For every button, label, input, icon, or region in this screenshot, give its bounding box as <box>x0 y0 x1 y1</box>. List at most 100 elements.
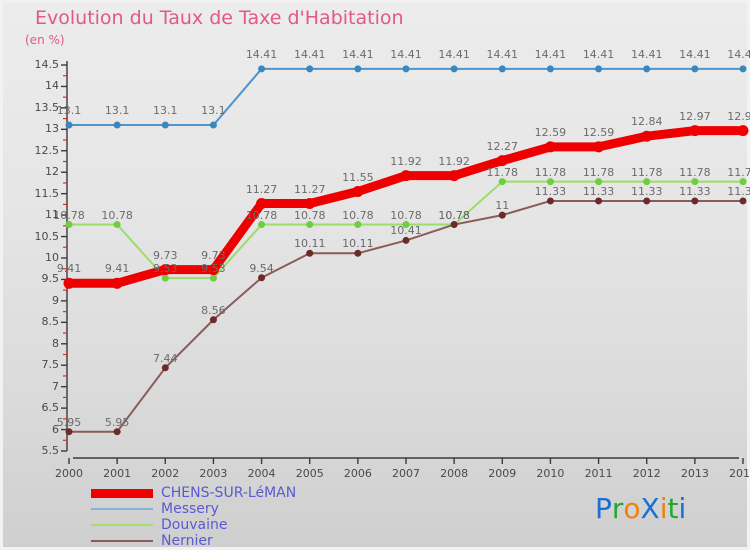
legend-color-swatch <box>91 488 153 498</box>
y-axis-tick-label: 10 <box>45 251 59 264</box>
data-point <box>113 428 121 436</box>
data-point-label: 13.1 <box>201 104 226 118</box>
y-axis-tick-label: 14 <box>45 79 59 93</box>
y-axis-tick-label: 8 <box>52 336 59 350</box>
data-point-label: 9.53 <box>201 262 226 276</box>
data-point-label: 14.41 <box>486 47 519 61</box>
data-point <box>400 170 412 182</box>
data-point <box>113 121 121 129</box>
data-point <box>306 65 314 73</box>
data-point-label: 10.78 <box>390 208 422 222</box>
data-point-label: 11.33 <box>679 184 711 198</box>
data-point-label: 10.78 <box>438 208 470 222</box>
logo-letter: o <box>623 492 641 525</box>
data-point-label: 9.41 <box>104 262 130 276</box>
data-point-label: 14.41 <box>342 47 374 61</box>
data-point <box>643 178 651 186</box>
data-point-label: 10.78 <box>245 208 278 222</box>
data-point <box>641 130 653 142</box>
data-point-label: 14.41 <box>630 47 663 61</box>
data-point <box>593 141 605 153</box>
logo-letter: P <box>595 492 612 525</box>
data-point-label: 13.1 <box>104 104 130 118</box>
data-point <box>63 277 75 289</box>
data-point-label: 10.11 <box>342 237 374 251</box>
y-axis-tick-label: 5.5 <box>41 444 60 457</box>
data-point <box>448 170 460 182</box>
data-point-label: 14.41 <box>245 47 278 61</box>
data-point-label: 10.78 <box>53 208 85 222</box>
data-point <box>111 277 123 289</box>
chart-plot-area <box>61 61 749 464</box>
data-point <box>546 178 554 186</box>
data-point-label: 11.78 <box>630 165 663 179</box>
data-point-label: 11.33 <box>727 184 750 198</box>
data-point-label: 11.78 <box>534 165 567 179</box>
data-point <box>643 197 651 205</box>
data-point <box>450 65 458 73</box>
data-point-label: 11.78 <box>679 165 711 179</box>
y-axis-tick-label: 14.5 <box>34 58 60 71</box>
y-axis-tick-label: 6 <box>52 422 59 436</box>
data-point <box>546 65 554 73</box>
data-point <box>209 274 217 282</box>
data-point-label: 10.78 <box>293 208 326 222</box>
data-point-label: 11.33 <box>534 184 567 198</box>
data-point-label: 5.95 <box>104 415 130 429</box>
legend-label: Douvaine <box>161 517 228 533</box>
x-axis-tick-label: 2011 <box>584 467 613 480</box>
data-point-label: 14.41 <box>438 47 470 61</box>
data-point-label: 5.95 <box>56 415 82 429</box>
data-point-label: 12.97 <box>679 109 711 123</box>
data-point <box>595 178 603 186</box>
legend-color-swatch <box>91 524 153 526</box>
data-point-label: 9.53 <box>153 262 178 276</box>
data-point-label: 9.54 <box>249 261 274 275</box>
data-point-label: 11.33 <box>582 184 615 198</box>
y-axis-tick-label: 12 <box>45 165 59 179</box>
x-axis-tick-label: 2013 <box>680 467 709 480</box>
y-axis-tick-label: 11.5 <box>34 186 60 200</box>
chart-title: Evolution du Taux de Taxe d'Habitation <box>35 7 404 29</box>
data-point <box>739 197 747 205</box>
series-lines <box>63 65 749 436</box>
y-axis-tick-label: 13.5 <box>34 100 60 114</box>
data-point-label: 11.92 <box>438 154 470 168</box>
data-point <box>159 264 171 276</box>
data-point-label: 9.73 <box>201 248 226 262</box>
data-point <box>498 178 506 186</box>
data-point-label: 13.1 <box>56 104 82 118</box>
data-point-label: 14.41 <box>679 47 711 61</box>
data-point-label: 10.78 <box>342 208 374 222</box>
data-point-label: 9.73 <box>153 248 178 262</box>
data-point-label: 14.41 <box>293 47 326 61</box>
x-axis-tick-label: 2007 <box>392 467 420 480</box>
data-point-label: 10.78 <box>438 208 470 222</box>
data-point-label: 12.59 <box>582 125 615 139</box>
data-point <box>691 178 699 186</box>
data-point <box>691 65 699 73</box>
data-point <box>595 65 603 73</box>
data-point-label: 11.33 <box>630 184 663 198</box>
data-point-label: 12.97 <box>727 109 750 123</box>
data-point-label: 12.27 <box>486 139 519 153</box>
data-point <box>161 121 169 129</box>
legend-color-swatch <box>91 508 153 510</box>
axes <box>61 61 744 464</box>
data-point <box>689 125 701 137</box>
data-point <box>306 249 314 257</box>
x-axis-tick-label: 2008 <box>440 467 469 480</box>
data-point-label: 11.27 <box>245 182 278 196</box>
data-point <box>691 197 699 205</box>
data-point-label: 11.55 <box>342 170 374 184</box>
data-point-label: 14.41 <box>534 47 567 61</box>
logo-letter: i <box>678 492 687 525</box>
data-point <box>643 65 651 73</box>
data-point <box>498 211 506 219</box>
data-point-label: 14.41 <box>582 47 615 61</box>
data-point <box>113 221 121 229</box>
chart-subtitle: (en %) <box>25 33 65 47</box>
y-axis-tick-label: 10.5 <box>34 229 60 243</box>
legend-label: Nernier <box>161 533 213 549</box>
data-point-label: 10.41 <box>390 224 422 238</box>
